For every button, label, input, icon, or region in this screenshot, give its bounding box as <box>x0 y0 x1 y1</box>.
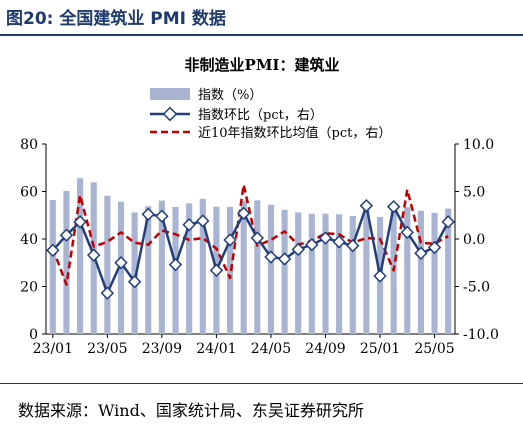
chart-title: 非制造业PMI：建筑业 <box>185 56 340 74</box>
series-line-avg <box>51 183 449 286</box>
left-tick-label: 60 <box>20 185 38 201</box>
pmi-chart: 非制造业PMI：建筑业 指数（%） 指数环比（pct，右） 近10年指数环比均值… <box>20 56 499 357</box>
point-marker <box>373 269 387 283</box>
bar <box>417 210 424 334</box>
legend-label-dashed: 近10年指数环比均值（pct，右） <box>198 125 391 141</box>
bar <box>322 213 329 334</box>
legend: 指数（%） 指数环比（pct，右） 近10年指数环比均值（pct，右） <box>150 88 391 141</box>
bar <box>363 207 370 334</box>
bar <box>199 198 206 334</box>
point-marker <box>196 214 210 228</box>
point-marker <box>59 228 74 242</box>
bar <box>336 214 343 334</box>
bar <box>267 204 275 334</box>
point-marker <box>127 275 142 289</box>
left-tick-label: 80 <box>20 137 38 153</box>
bar <box>186 203 193 335</box>
bar <box>349 215 356 334</box>
point-marker <box>318 231 333 245</box>
bar <box>308 213 315 334</box>
point-marker <box>346 238 360 253</box>
point-marker <box>46 243 60 258</box>
bar <box>240 200 247 334</box>
point-marker <box>223 233 237 247</box>
series-line-mom <box>51 204 450 295</box>
point-marker <box>73 215 87 229</box>
right-tick-label: -10.0 <box>463 327 499 343</box>
point-marker <box>155 209 169 223</box>
point-marker <box>264 250 278 264</box>
x-tick-label: 23/05 <box>87 341 127 357</box>
x-tick-label: 23/09 <box>142 341 182 357</box>
point-marker <box>277 252 292 266</box>
footer-divider <box>0 383 523 384</box>
point-marker <box>209 263 224 278</box>
point-marker <box>236 206 251 221</box>
x-tick-label: 25/05 <box>414 341 454 357</box>
right-tick-label: 0.0 <box>463 232 485 248</box>
left-tick-label: 0 <box>29 327 38 343</box>
bar <box>404 207 411 334</box>
point-marker <box>291 242 305 257</box>
legend-label-bar: 指数（%） <box>198 88 262 103</box>
point-marker <box>305 237 319 252</box>
bar <box>131 212 138 334</box>
x-tick-label: 24/01 <box>196 341 236 357</box>
point-marker <box>182 218 196 232</box>
bar <box>281 209 288 334</box>
bar <box>254 200 261 334</box>
x-tick-label: 24/05 <box>251 341 291 357</box>
bar <box>295 212 302 334</box>
right-tick-label: 5.0 <box>463 185 485 201</box>
point-marker <box>359 199 374 213</box>
legend-swatch-bar <box>150 88 190 100</box>
figure-title: 图20: 全国建筑业 PMI 数据 <box>6 9 226 29</box>
legend-label-line: 指数环比（pct，右） <box>198 108 323 123</box>
point-marker <box>400 225 414 240</box>
point-marker <box>414 246 428 260</box>
bar <box>431 212 438 335</box>
x-tick-label: 23/01 <box>33 341 73 357</box>
bar <box>158 200 165 334</box>
bar <box>145 206 152 334</box>
right-tick-label: -5.0 <box>463 280 490 296</box>
bar <box>49 200 56 334</box>
source-note: 数据来源：Wind、国家统计局、东吴证券研究所 <box>18 401 364 420</box>
point-marker <box>427 240 442 255</box>
bar <box>77 178 84 334</box>
point-marker <box>87 248 101 262</box>
point-marker <box>250 231 265 245</box>
x-tick-label: 24/09 <box>305 341 345 357</box>
bar <box>63 191 70 334</box>
point-marker <box>386 199 401 214</box>
point-marker <box>441 215 455 229</box>
left-tick-label: 20 <box>20 280 38 296</box>
point-marker <box>114 256 128 270</box>
point-marker <box>332 235 346 249</box>
bar <box>445 208 452 334</box>
legend-swatch-marker <box>162 106 178 122</box>
bar <box>104 195 111 334</box>
x-tick-label: 25/01 <box>360 341 400 357</box>
point-marker <box>168 257 183 272</box>
left-tick-label: 40 <box>20 232 38 248</box>
point-marker <box>100 286 115 300</box>
point-marker <box>141 207 155 222</box>
title-divider <box>0 34 523 36</box>
right-tick-label: 10.0 <box>463 137 494 153</box>
